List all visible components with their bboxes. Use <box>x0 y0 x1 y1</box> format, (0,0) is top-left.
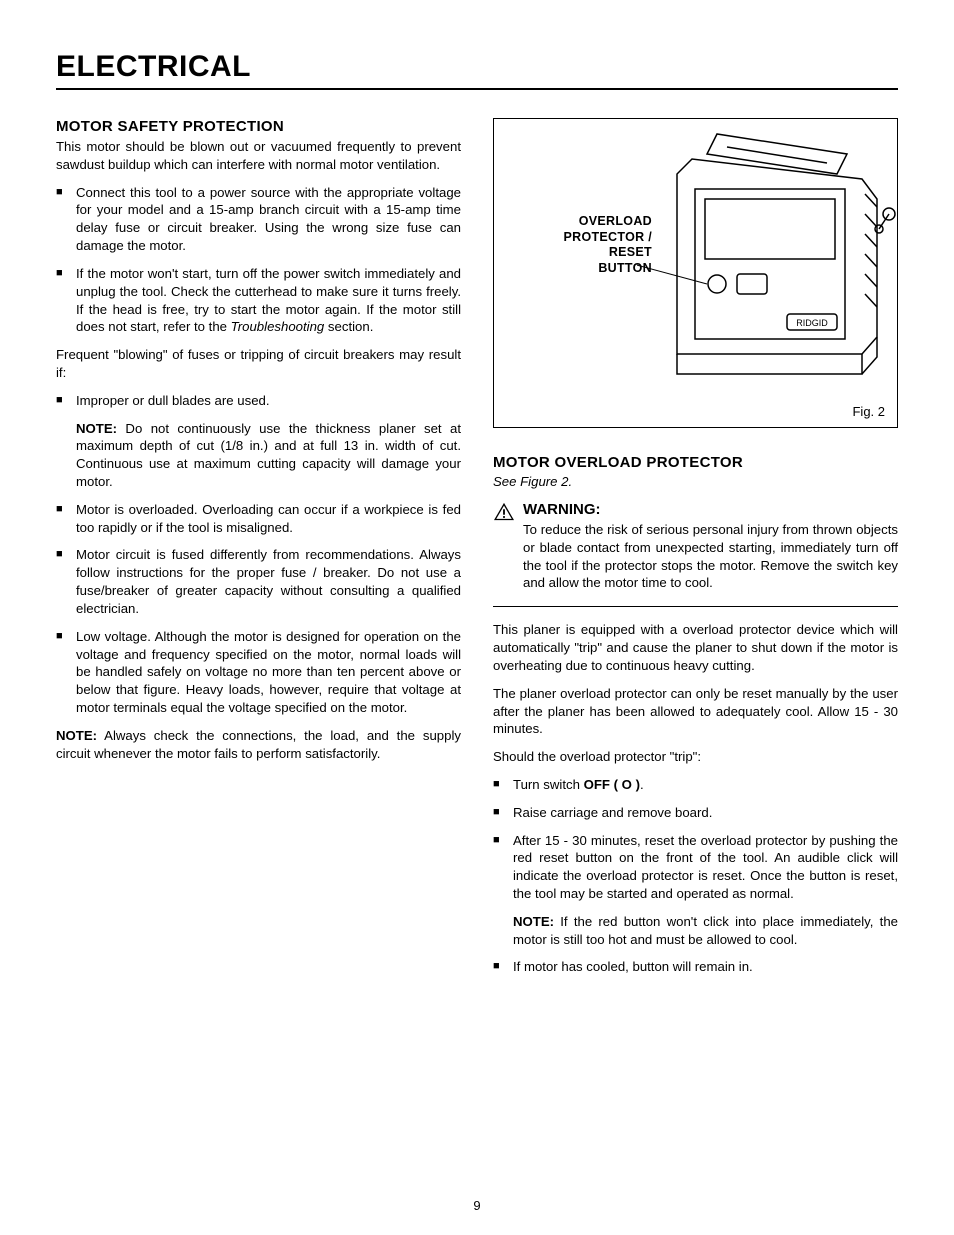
warning-icon <box>493 502 515 522</box>
right-p3: Should the overload protector "trip": <box>493 748 898 766</box>
right-list-2: If motor has cooled, button will remain … <box>493 958 898 976</box>
left-list-1: Connect this tool to a power source with… <box>56 184 461 337</box>
figure-callout-label: OVERLOAD PROTECTOR / RESET BUTTON <box>522 214 652 277</box>
right-heading: MOTOR OVERLOAD PROTECTOR <box>493 454 898 471</box>
note-1: NOTE: Do not continuously use the thickn… <box>76 420 461 491</box>
warning-heading: WARNING: <box>523 501 898 518</box>
warning-block: WARNING: To reduce the risk of serious p… <box>493 501 898 607</box>
note-label: NOTE: <box>56 728 97 743</box>
text: . <box>640 777 644 792</box>
text: Turn switch <box>513 777 584 792</box>
right-note: NOTE: If the red button won't click into… <box>513 913 898 949</box>
right-list: Turn switch OFF ( O ). Raise carriage an… <box>493 776 898 903</box>
list-item: Motor is overloaded. Overloading can occ… <box>56 501 461 537</box>
left-list-3: Motor is overloaded. Overloading can occ… <box>56 501 461 717</box>
text-italic: Troubleshooting <box>231 319 325 334</box>
list-item: Turn switch OFF ( O ). <box>493 776 898 794</box>
text: section. <box>324 319 373 334</box>
list-item: Low voltage. Although the motor is desig… <box>56 628 461 717</box>
right-column: OVERLOAD PROTECTOR / RESET BUTTON <box>493 118 898 986</box>
page-number: 9 <box>0 1198 954 1213</box>
left-column: MOTOR SAFETY PROTECTION This motor shoul… <box>56 118 461 986</box>
right-p1: This planer is equipped with a overload … <box>493 621 898 674</box>
list-item: Motor circuit is fused differently from … <box>56 546 461 617</box>
warning-text: To reduce the risk of serious personal i… <box>523 521 898 592</box>
planer-illustration: RIDGID <box>637 119 897 409</box>
note-text: Do not continuously use the thickness pl… <box>76 421 461 489</box>
list-item: After 15 - 30 minutes, reset the overloa… <box>493 832 898 903</box>
note-label: NOTE: <box>76 421 117 436</box>
note-text: If the red button won't click into place… <box>513 914 898 947</box>
left-heading: MOTOR SAFETY PROTECTION <box>56 118 461 135</box>
left-list-2: Improper or dull blades are used. <box>56 392 461 410</box>
note-label: NOTE: <box>513 914 554 929</box>
list-item: Raise carriage and remove board. <box>493 804 898 822</box>
brand-text: RIDGID <box>796 318 828 328</box>
see-figure: See Figure 2. <box>493 474 898 489</box>
left-intro: This motor should be blown out or vacuum… <box>56 138 461 174</box>
figure-2: OVERLOAD PROTECTOR / RESET BUTTON <box>493 118 898 428</box>
list-item: If motor has cooled, button will remain … <box>493 958 898 976</box>
list-item: Connect this tool to a power source with… <box>56 184 461 255</box>
note-2: NOTE: Always check the connections, the … <box>56 727 461 763</box>
list-item: If the motor won't start, turn off the p… <box>56 265 461 336</box>
freq-text: Frequent "blowing" of fuses or tripping … <box>56 346 461 382</box>
text-bold: OFF ( O ) <box>584 777 640 792</box>
note-text: Always check the connections, the load, … <box>56 728 461 761</box>
content-columns: MOTOR SAFETY PROTECTION This motor shoul… <box>56 118 898 986</box>
right-p2: The planer overload protector can only b… <box>493 685 898 738</box>
list-item: Improper or dull blades are used. <box>56 392 461 410</box>
page-title: ELECTRICAL <box>56 50 898 90</box>
figure-caption: Fig. 2 <box>852 404 885 419</box>
